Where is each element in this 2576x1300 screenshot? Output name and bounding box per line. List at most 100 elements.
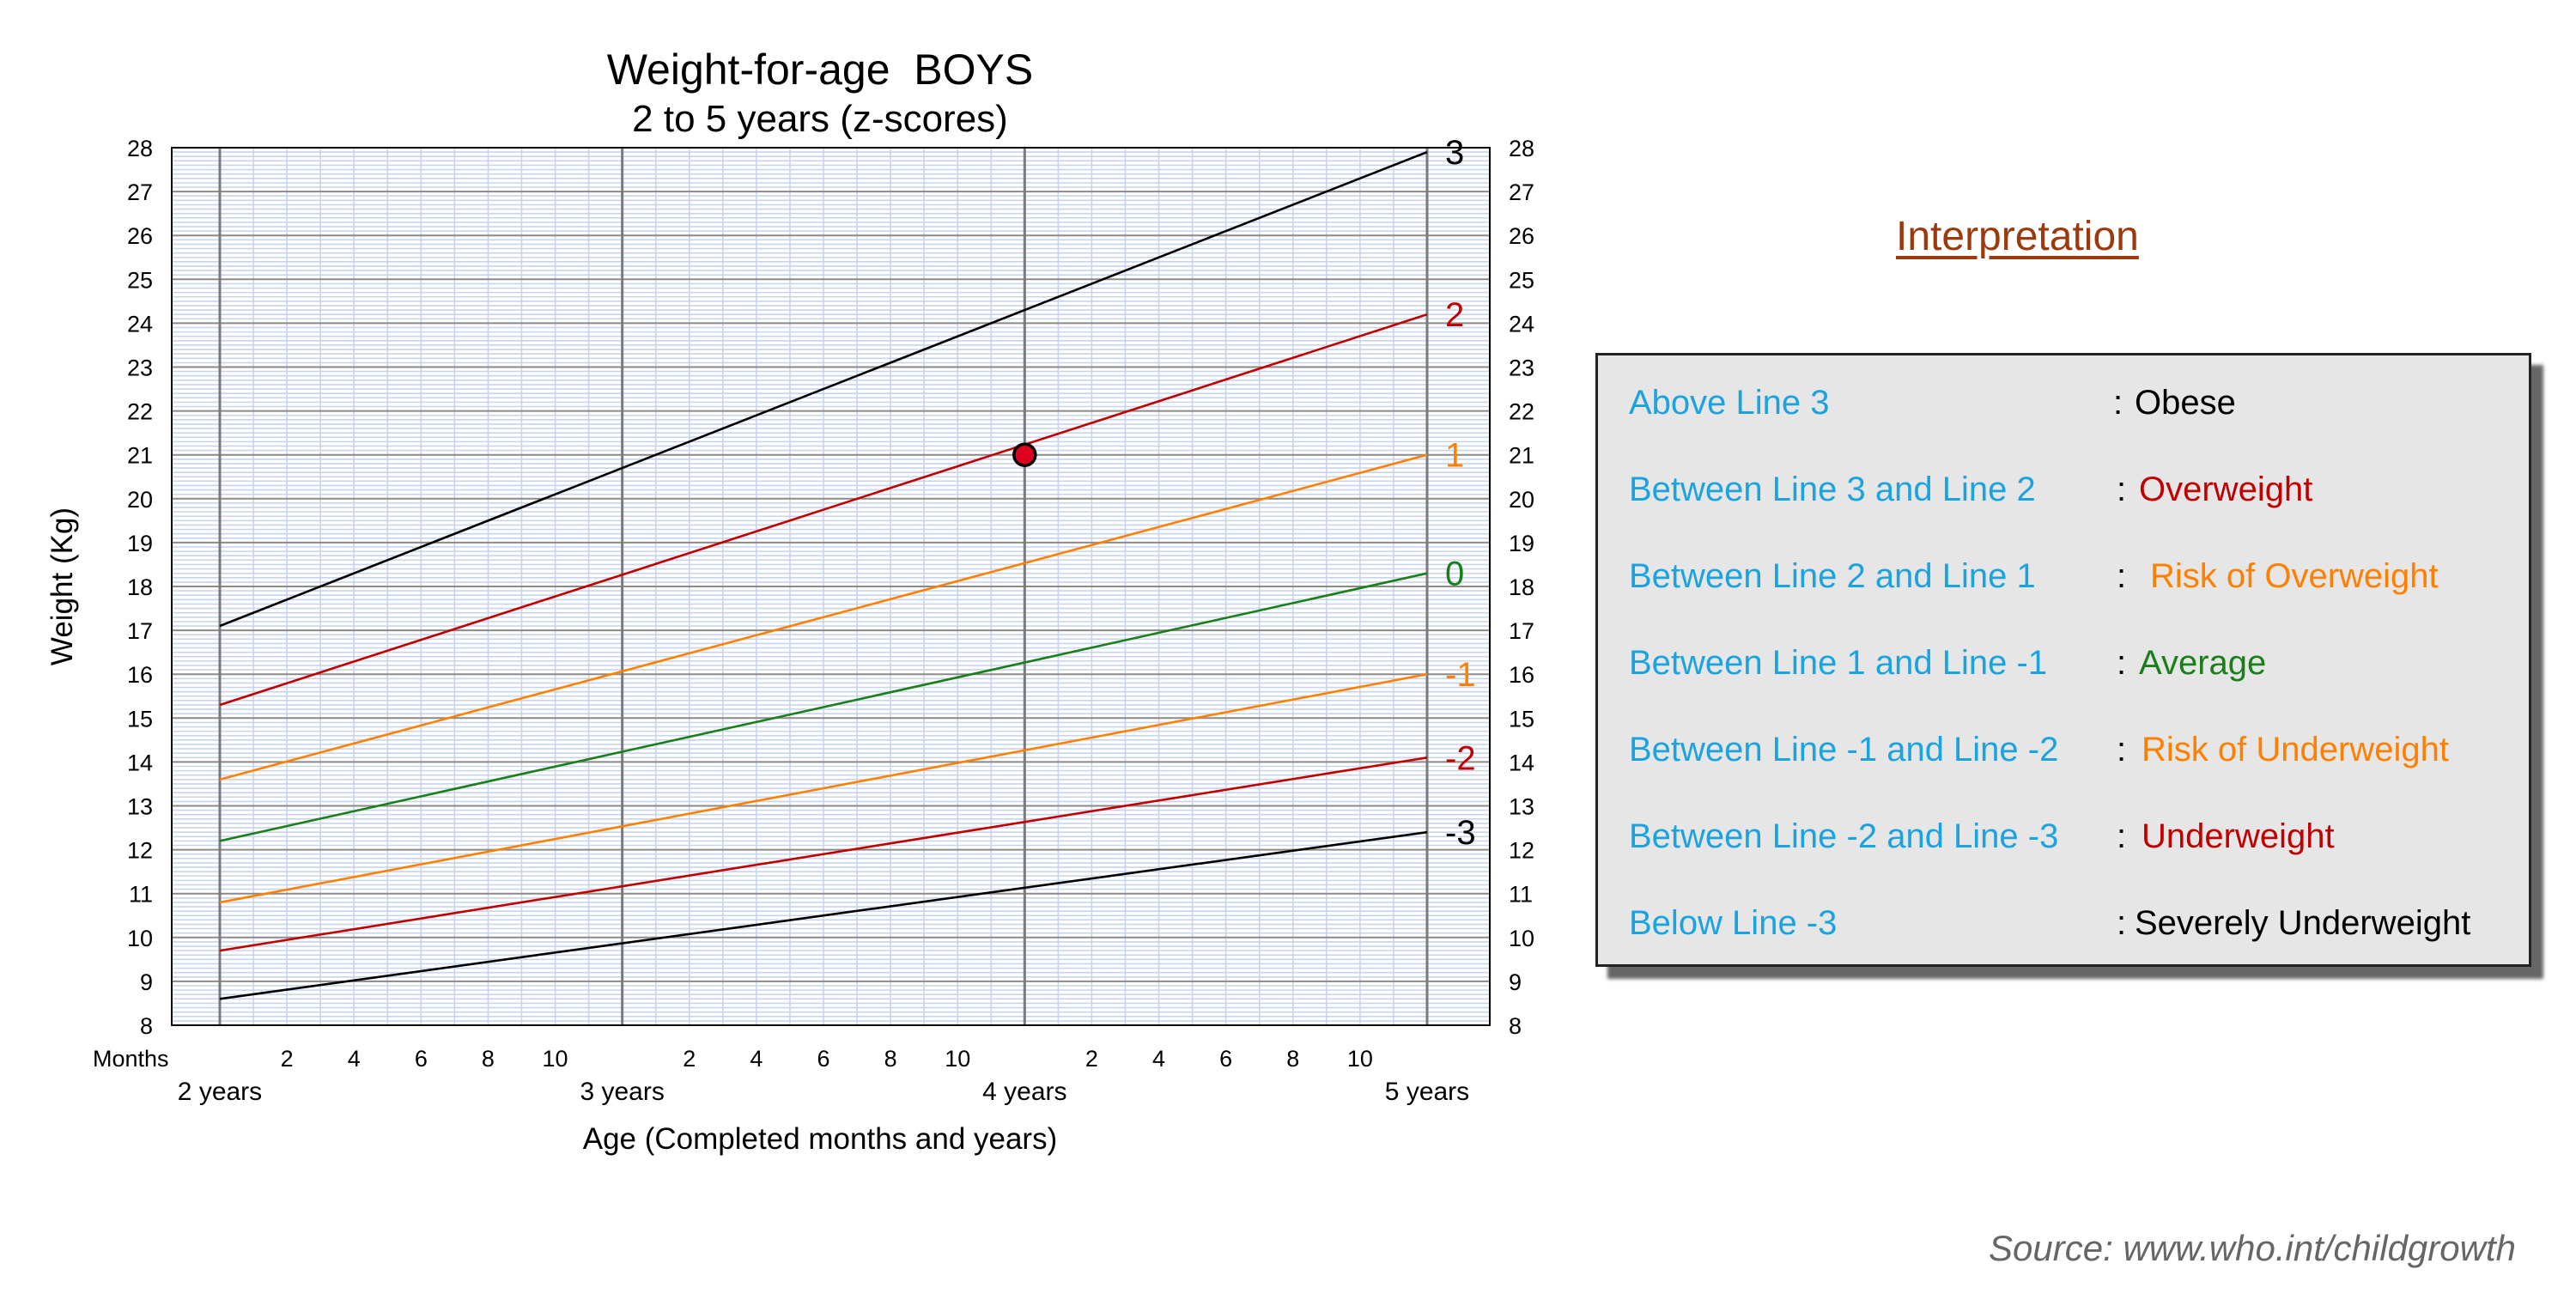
x-tick-labels: 2 4 6 8 10 2 4 6 8 10 2 4 6 8 10 2 years 3 years 4 years 5… bbox=[178, 1046, 1469, 1106]
row-condition: Between Line -1 and Line -2 bbox=[1629, 731, 2059, 768]
y-tick-label-right: 25 bbox=[1509, 267, 1534, 293]
zscore-line--3 bbox=[219, 830, 1428, 1000]
x-month-tick-label: 4 bbox=[1152, 1046, 1165, 1072]
x-month-tick-label: 6 bbox=[1219, 1046, 1232, 1072]
y-tick-label-left: 12 bbox=[127, 838, 153, 864]
zscore-label--3: -3 bbox=[1445, 814, 1476, 852]
interpretation-row: Between Line -1 and Line -2 : Risk of Un… bbox=[1598, 724, 2529, 775]
y-tick-label-right: 17 bbox=[1509, 618, 1534, 644]
y-tick-label-left: 9 bbox=[140, 969, 153, 995]
x-month-tick-label: 8 bbox=[482, 1046, 495, 1072]
interpretation-title: Interpretation bbox=[1896, 214, 2139, 259]
row-condition: Above Line 3 bbox=[1629, 384, 1830, 422]
y-tick-label-left: 13 bbox=[127, 794, 153, 820]
row-result: Severely Underweight bbox=[2135, 904, 2471, 942]
y-tick-label-right: 15 bbox=[1509, 706, 1534, 732]
zscore-lines bbox=[219, 150, 1428, 1000]
y-tick-label-right: 18 bbox=[1509, 574, 1534, 600]
y-tick-label-right: 9 bbox=[1509, 969, 1522, 995]
x-axis-label: Age (Completed months and years) bbox=[583, 1122, 1058, 1156]
x-month-tick-label: 8 bbox=[1286, 1046, 1299, 1072]
row-colon: : bbox=[2117, 731, 2127, 768]
row-condition: Between Line 2 and Line 1 bbox=[1629, 557, 2036, 595]
interpretation-row: Between Line -2 and Line -3 : Underweigh… bbox=[1598, 811, 2529, 862]
zscore-label-0: 0 bbox=[1445, 556, 1464, 593]
row-result: Underweight bbox=[2142, 817, 2335, 855]
y-tick-label-right: 22 bbox=[1509, 399, 1534, 425]
row-condition: Between Line 1 and Line -1 bbox=[1629, 644, 2048, 682]
y-tick-label-left: 17 bbox=[127, 618, 153, 644]
source-note: Source: www.who.int/childgrowth bbox=[1989, 1228, 2516, 1268]
row-colon: : bbox=[2113, 384, 2123, 422]
x-month-tick-label: 6 bbox=[817, 1046, 829, 1072]
zscore-line-2 bbox=[219, 313, 1428, 707]
y-tick-label-right: 14 bbox=[1509, 750, 1534, 775]
y-tick-label-right: 11 bbox=[1509, 882, 1533, 908]
highlight-point-marker bbox=[1012, 442, 1037, 467]
zscore-line-1 bbox=[219, 453, 1428, 781]
chart-title: Weight-for-age BOYS bbox=[607, 46, 1034, 94]
y-tick-label-right: 23 bbox=[1509, 355, 1534, 381]
x-year-label: 4 years bbox=[982, 1078, 1066, 1106]
y-tick-label-right: 24 bbox=[1509, 311, 1534, 337]
x-month-tick-label: 2 bbox=[683, 1046, 696, 1072]
x-month-tick-label: 2 bbox=[1085, 1046, 1098, 1072]
y-tick-label-right: 28 bbox=[1509, 136, 1534, 161]
interpretation-row: Above Line 3 : Obese bbox=[1598, 377, 2529, 428]
zscore-label-1: 1 bbox=[1445, 437, 1464, 475]
x-year-label: 3 years bbox=[580, 1078, 664, 1106]
y-tick-label-right: 13 bbox=[1509, 794, 1534, 820]
y-tick-label-right: 12 bbox=[1509, 838, 1534, 864]
x-month-tick-label: 4 bbox=[750, 1046, 762, 1072]
zscore-label--1: -1 bbox=[1445, 656, 1476, 694]
y-tick-label-right: 10 bbox=[1509, 926, 1534, 951]
x-month-tick-label: 10 bbox=[1347, 1046, 1373, 1072]
plot-frame bbox=[171, 147, 1491, 1026]
zscore-line--1 bbox=[219, 672, 1428, 904]
y-tick-label-left: 24 bbox=[127, 311, 153, 337]
row-colon: : bbox=[2117, 471, 2127, 508]
zscore-label--2: -2 bbox=[1445, 739, 1476, 777]
x-month-tick-label: 6 bbox=[415, 1046, 428, 1072]
y-tick-label-left: 22 bbox=[127, 399, 153, 425]
y-tick-label-right: 26 bbox=[1509, 223, 1534, 249]
y-tick-label-right: 8 bbox=[1509, 1013, 1522, 1039]
zscore-labels: 3 2 1 0 -1 -2 -3 bbox=[1445, 134, 1476, 852]
y-tick-label-left: 19 bbox=[127, 531, 153, 556]
y-tick-label-left: 10 bbox=[127, 926, 153, 951]
y-tick-label-left: 18 bbox=[127, 574, 153, 600]
row-result: Average bbox=[2139, 644, 2267, 682]
y-tick-label-left: 26 bbox=[127, 223, 153, 249]
y-tick-label-left: 8 bbox=[140, 1013, 153, 1039]
interpretation-row: Below Line -3 : Severely Underweight bbox=[1598, 897, 2529, 949]
y-tick-label-left: 15 bbox=[127, 706, 153, 732]
row-colon: : bbox=[2117, 904, 2127, 942]
y-tick-label-left: 14 bbox=[127, 750, 153, 775]
row-condition: Between Line -2 and Line -3 bbox=[1629, 817, 2059, 855]
y-tick-label-left: 20 bbox=[127, 487, 153, 513]
zscore-label-3: 3 bbox=[1445, 134, 1464, 172]
x-year-label: 5 years bbox=[1385, 1078, 1469, 1106]
major-gridlines bbox=[172, 147, 1490, 1026]
y-tick-label-right: 21 bbox=[1509, 443, 1534, 469]
x-month-tick-label: 10 bbox=[543, 1046, 568, 1072]
x-month-tick-label: 2 bbox=[281, 1046, 294, 1072]
row-result: Risk of Underweight bbox=[2142, 731, 2449, 768]
minor-gridlines bbox=[172, 148, 1490, 1025]
row-condition: Below Line -3 bbox=[1629, 904, 1838, 942]
y-axis-label: Weight (Kg) bbox=[46, 507, 79, 665]
interpretation-box: Above Line 3 : Obese Between Line 3 and … bbox=[1595, 353, 2531, 967]
x-month-tick-label: 4 bbox=[348, 1046, 361, 1072]
weight-for-age-chart: Weight-for-age BOYS 2 to 5 years (z-scor… bbox=[46, 46, 1534, 1156]
interpretation-row: Between Line 1 and Line -1 : Average bbox=[1598, 637, 2529, 689]
interpretation-row: Between Line 2 and Line 1 : Risk of Over… bbox=[1598, 550, 2529, 602]
y-tick-label-left: 16 bbox=[127, 662, 153, 688]
highlight-point bbox=[1012, 442, 1037, 467]
y-tick-label-left: 25 bbox=[127, 267, 153, 293]
row-result: Risk of Overweight bbox=[2150, 557, 2439, 595]
x-year-label: 2 years bbox=[178, 1078, 262, 1106]
row-result: Overweight bbox=[2139, 471, 2313, 508]
y-tick-label-left: 27 bbox=[127, 179, 153, 205]
y-tick-label-left: 11 bbox=[129, 882, 153, 908]
x-unit-label: Months bbox=[93, 1046, 169, 1072]
